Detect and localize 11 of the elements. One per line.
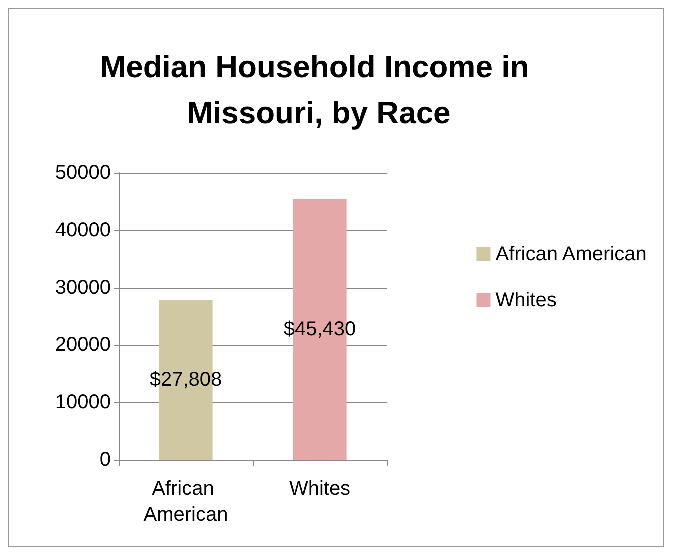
legend-label: Whites <box>496 290 557 312</box>
y-tick-label: 0 <box>100 449 111 471</box>
y-tick-label: 20000 <box>55 334 111 356</box>
y-tick-label: 30000 <box>55 276 111 299</box>
y-tick-label: 50000 <box>55 162 111 184</box>
chart-title: Median Household Income in Missouri, by Race <box>100 50 538 130</box>
legend-label: African American <box>496 244 647 266</box>
data-label: $45,430 <box>284 318 356 341</box>
y-tick-label: 10000 <box>55 392 111 414</box>
y-tick-label: 40000 <box>55 219 111 242</box>
data-label: $27,808 <box>150 369 222 392</box>
